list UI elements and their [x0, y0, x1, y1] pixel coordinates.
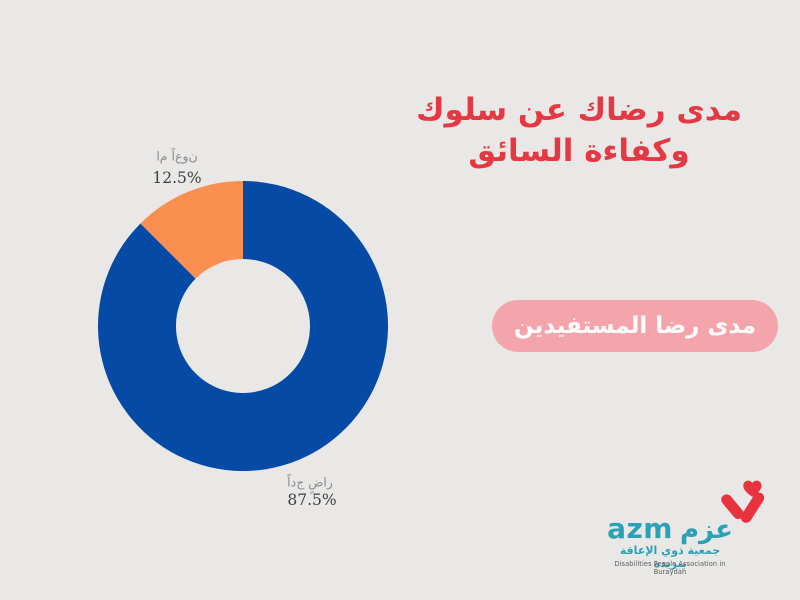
- logo-tagline-english: Disabilities People Association in Buray…: [614, 560, 726, 576]
- heart-icon: [721, 480, 765, 523]
- slice-pct-somewhat: 12.5%: [152, 169, 202, 187]
- logo-wordmark-arabic: عزم: [679, 515, 733, 545]
- section-badge: مدى رضا المستفيدين: [492, 300, 778, 352]
- logo-tagline-arabic: جمعية ذوي الإعاقة ببريدة: [619, 544, 721, 570]
- donut-chart: [98, 181, 389, 471]
- slice-label-somewhat: ن‌و‌ع‌اً م‌ا: [156, 148, 198, 164]
- logo-wordmark-latin: azm: [607, 512, 673, 545]
- logo-wordmark: azm عزم: [607, 512, 733, 545]
- donut-slice-0: [98, 181, 389, 471]
- slice-pct-very-satisfied: 87.5%: [287, 491, 337, 509]
- chart-title: مدى رضاك عن سلوك وكفاءة السائق: [416, 92, 742, 169]
- section-badge-label: مدى رضا المستفيدين: [513, 313, 757, 339]
- slice-label-very-satisfied: ر‌ا‌ضٍ ج‌د‌اً: [287, 474, 333, 490]
- donut-slice-1: [140, 181, 243, 279]
- azm-logo: azm عزم جمعية ذوي الإعاقة ببريدة Disabil…: [600, 476, 796, 576]
